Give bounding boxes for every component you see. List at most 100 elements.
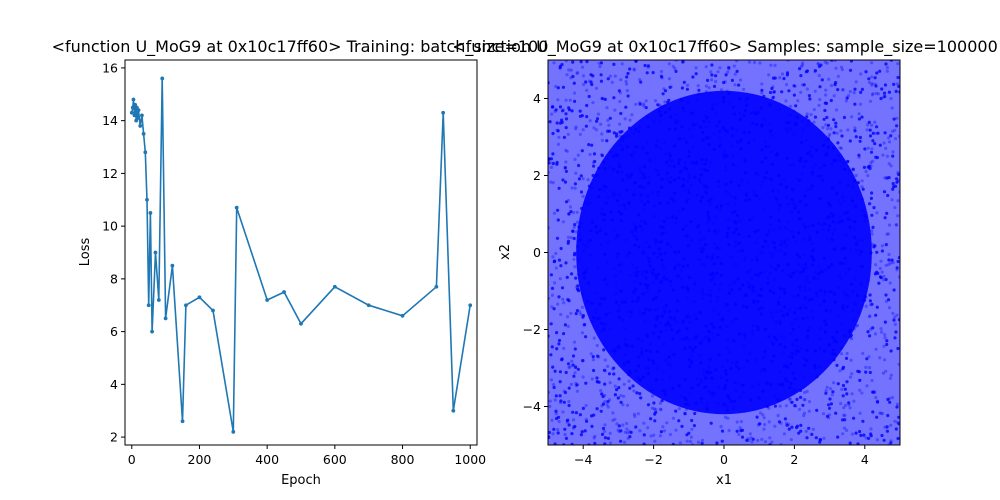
sample-point <box>725 154 729 158</box>
sample-point <box>559 312 563 317</box>
loss-point <box>160 76 165 81</box>
sample-point <box>869 427 873 431</box>
sample-point <box>672 316 676 321</box>
sample-point <box>884 277 888 282</box>
sample-point <box>787 308 792 312</box>
sample-point <box>748 283 752 287</box>
sample-point <box>718 129 722 133</box>
sample-point <box>550 293 555 297</box>
sample-point <box>642 311 646 315</box>
sample-point <box>736 140 740 144</box>
loss-point <box>184 303 188 308</box>
sample-point <box>662 306 667 310</box>
sample-point <box>593 441 597 445</box>
sample-point <box>585 115 589 119</box>
sample-point <box>800 119 805 123</box>
sample-point <box>779 243 784 247</box>
sample-point <box>670 323 674 327</box>
sample-point <box>794 240 798 244</box>
sample-point <box>778 343 783 347</box>
sample-point <box>860 391 864 395</box>
sample-point <box>651 298 655 302</box>
sample-point <box>644 348 648 353</box>
sample-point <box>896 402 900 406</box>
sample-point <box>858 388 862 392</box>
loss-x-label: Epoch <box>281 473 321 488</box>
sample-point <box>621 423 625 427</box>
sample-point <box>571 60 575 64</box>
sample-point <box>700 290 704 294</box>
sample-point <box>819 327 823 331</box>
sample-point <box>551 131 555 136</box>
sample-point <box>651 281 655 285</box>
sample-point <box>818 85 822 89</box>
sample-point <box>612 62 616 66</box>
sample-point <box>595 317 599 321</box>
sample-point <box>821 228 825 232</box>
sample-point <box>660 105 664 109</box>
sample-point <box>690 427 694 431</box>
sample-point <box>587 143 591 147</box>
sample-point <box>650 388 655 392</box>
sample-point <box>738 332 742 336</box>
sample-point <box>600 153 604 157</box>
sample-point <box>553 281 557 285</box>
sample-point <box>694 72 698 76</box>
sample-point <box>822 117 826 121</box>
sample-point <box>723 369 728 373</box>
sample-point <box>818 166 822 170</box>
sample-point <box>790 425 794 429</box>
sample-point <box>558 370 563 374</box>
sample-point <box>796 293 800 297</box>
sample-point <box>665 277 669 281</box>
sample-point <box>673 319 677 323</box>
sample-point <box>581 194 585 198</box>
sample-point <box>783 417 788 421</box>
sample-point <box>569 311 573 315</box>
sample-point <box>614 283 618 287</box>
sample-point <box>652 214 656 219</box>
sample-point <box>861 187 865 191</box>
sample-point <box>686 264 690 268</box>
sample-point <box>827 201 831 205</box>
sample-point <box>642 421 646 425</box>
sample-point <box>772 228 776 232</box>
sample-point <box>865 128 869 132</box>
loss-y-tick-label: 2 <box>110 430 118 445</box>
sample-point <box>885 425 889 429</box>
sample-point <box>878 69 882 73</box>
sample-point <box>688 175 692 179</box>
sample-point <box>669 363 674 367</box>
sample-point <box>848 218 853 222</box>
sample-point <box>646 200 650 204</box>
sample-point <box>570 359 574 363</box>
sample-point <box>854 173 858 178</box>
sample-point <box>795 177 799 181</box>
sample-point <box>570 109 574 113</box>
sample-point <box>868 293 872 297</box>
sample-point <box>876 271 880 275</box>
sample-point <box>789 127 793 131</box>
sample-point <box>826 127 830 131</box>
sample-point <box>806 280 811 285</box>
sample-point <box>556 129 560 133</box>
sample-point <box>552 211 557 215</box>
sample-point <box>833 247 837 251</box>
sample-point <box>586 281 591 285</box>
sample-point <box>680 86 685 90</box>
sample-point <box>764 156 768 160</box>
sample-point <box>852 301 856 305</box>
sample-point <box>734 221 738 225</box>
sample-point <box>738 219 742 223</box>
sample-point <box>700 441 704 445</box>
sample-point <box>825 267 829 271</box>
sample-point <box>750 258 754 262</box>
sample-point <box>763 140 767 144</box>
sample-point <box>777 174 781 178</box>
sample-point <box>617 203 621 207</box>
sample-point <box>617 424 621 428</box>
sample-point <box>767 335 771 339</box>
sample-point <box>878 266 882 270</box>
sample-point <box>749 268 753 272</box>
